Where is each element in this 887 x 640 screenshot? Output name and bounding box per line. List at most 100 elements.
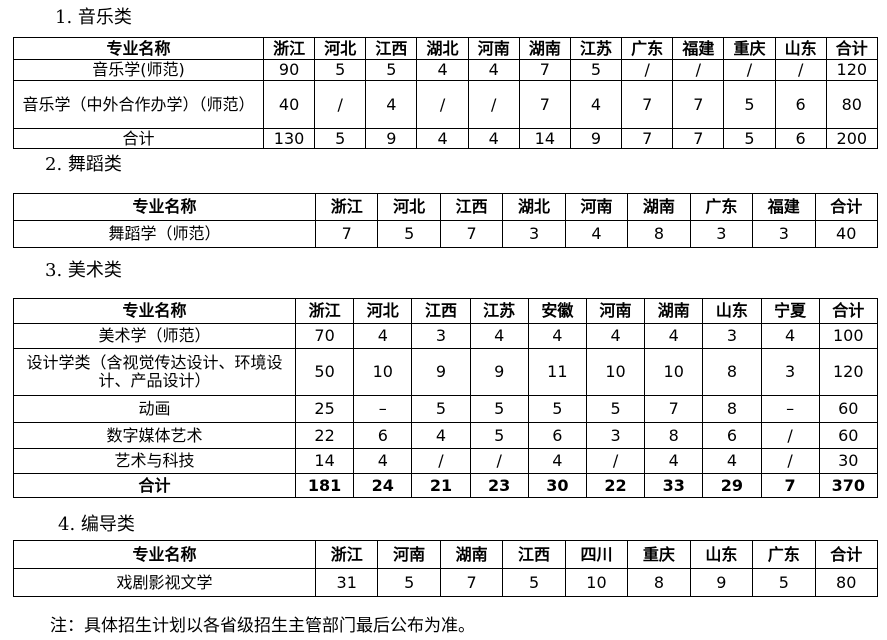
quota-cell: 9 <box>365 128 418 149</box>
column-header-province: 安徽 <box>527 298 587 324</box>
quota-cell: 370 <box>818 473 878 498</box>
quota-cell: 5 <box>377 220 441 248</box>
quota-cell: / <box>760 448 820 474</box>
quota-cell: 80 <box>825 80 878 129</box>
quota-cell: 25 <box>294 395 355 423</box>
column-header-province: 福建 <box>752 193 816 221</box>
column-header-major: 专业名称 <box>13 37 264 60</box>
quota-cell: 60 <box>818 395 878 423</box>
quota-cell: 40 <box>262 80 316 129</box>
column-header-province: 河南 <box>377 540 441 569</box>
column-header-province: 湖南 <box>644 298 704 324</box>
column-header-province: 河北 <box>353 298 413 324</box>
quota-cell: 3 <box>702 323 762 349</box>
quota-cell: 5 <box>527 395 587 423</box>
quota-cell: 4 <box>702 448 762 474</box>
major-name-cell: 音乐学（中外合作办学）（师范） <box>13 80 264 129</box>
quota-cell: – <box>353 395 413 423</box>
column-header-province: 重庆 <box>723 37 776 60</box>
quota-cell: 4 <box>564 220 629 248</box>
quota-cell: / <box>416 80 469 129</box>
quota-cell: 22 <box>585 473 646 498</box>
table-row: 音乐学(师范) 90 5 5 4 4 7 5// //120 <box>13 59 878 81</box>
column-header-province: 江西 <box>439 193 504 221</box>
quota-cell: 5 <box>723 80 776 129</box>
table-row: 设计学类（含视觉传达设计、环境设计、产品设计） 50 10 9 9 11 10 10 8 3 120 <box>13 348 878 396</box>
quota-cell: 7 <box>621 80 674 129</box>
quota-cell: 181 <box>294 473 355 498</box>
major-name-cell: 戏剧影视文学 <box>13 568 316 597</box>
quota-cell: 120 <box>818 348 878 396</box>
column-header-province: 湖北 <box>502 193 566 221</box>
quota-cell: 9 <box>569 128 623 149</box>
quota-cell: 33 <box>644 473 704 498</box>
dance-table: 专业名称 浙江 河北 江西 湖北 河南 湖南 广东 福建 合计 舞蹈学（师范） 7 5 7 3 4 8 3 3 40 <box>13 193 878 248</box>
quota-cell: / <box>314 80 367 129</box>
table-row: 动画 25–5 5 5 5 7 8–60 <box>13 395 878 423</box>
quota-cell: 31 <box>314 568 379 597</box>
directing-table: 专业名称 浙江 河南 湖南 江西 四川 重庆 山东 广东 合计 戏剧影视文学 31 5 7 5 10 8 9 5 80 <box>13 540 878 597</box>
column-header-province: 合计 <box>814 193 878 221</box>
quota-cell: / <box>723 59 776 81</box>
quota-cell: 9 <box>411 348 471 396</box>
major-name-cell: 音乐学(师范) <box>13 59 264 81</box>
header-row: 专业名称 浙江 河南 湖南 江西 四川 重庆 山东 广东 合计 <box>13 540 878 569</box>
column-header-province: 湖北 <box>416 37 469 60</box>
column-header-province: 浙江 <box>314 540 379 569</box>
quota-cell: 9 <box>469 348 529 396</box>
quota-cell: 4 <box>416 59 469 81</box>
quota-cell: 5 <box>502 568 566 597</box>
quota-cell: 14 <box>518 128 571 149</box>
quota-cell: 4 <box>585 323 646 349</box>
quota-cell: / <box>411 448 471 474</box>
section-title-art: 3. 美术类 <box>45 260 122 281</box>
quota-cell: 8 <box>627 568 691 597</box>
table-row: 戏剧影视文学 31 5 7 5 10 8 9 5 80 <box>13 568 878 597</box>
quota-cell: 4 <box>467 59 520 81</box>
footnote: 注：具体招生计划以各省级招生主管部门最后公布为准。 <box>50 616 475 636</box>
column-header-province: 四川 <box>564 540 629 569</box>
quota-cell: 5 <box>411 395 471 423</box>
quota-cell: 24 <box>353 473 413 498</box>
quota-cell: 80 <box>814 568 878 597</box>
column-header-province: 山东 <box>689 540 754 569</box>
column-header-province: 浙江 <box>262 37 316 60</box>
quota-cell: 5 <box>377 568 441 597</box>
quota-cell: 3 <box>585 422 646 449</box>
column-header-province: 湖南 <box>627 193 691 221</box>
column-header-province: 山东 <box>774 37 827 60</box>
quota-cell: 3 <box>502 220 566 248</box>
column-header-province: 河北 <box>314 37 367 60</box>
quota-cell: / <box>672 59 725 81</box>
column-header-major: 专业名称 <box>13 298 296 324</box>
column-header-province: 江西 <box>365 37 418 60</box>
quota-cell: 90 <box>262 59 316 81</box>
column-header-province: 山东 <box>702 298 762 324</box>
quota-cell: 8 <box>702 348 762 396</box>
section-title-directing: 4. 编导类 <box>58 514 135 535</box>
column-header-province: 河南 <box>564 193 629 221</box>
quota-cell: 4 <box>353 323 413 349</box>
quota-cell: / <box>774 59 827 81</box>
column-header-province: 湖南 <box>439 540 504 569</box>
quota-cell: 6 <box>702 422 762 449</box>
quota-cell: 8 <box>644 422 704 449</box>
quota-cell: – <box>760 395 820 423</box>
quota-cell: 120 <box>825 59 878 81</box>
quota-cell: / <box>467 80 520 129</box>
table-row: 合计 181 24 21 23 30 22 33 29 7 370 <box>13 473 878 498</box>
section-title-music: 1. 音乐类 <box>55 7 132 28</box>
major-name-cell: 舞蹈学（师范） <box>13 220 316 248</box>
column-header-province: 湖南 <box>518 37 571 60</box>
quota-cell: 8 <box>627 220 691 248</box>
column-header-province: 合计 <box>818 298 878 324</box>
quota-cell: 5 <box>365 59 418 81</box>
column-header-province: 浙江 <box>294 298 355 324</box>
column-header-province: 广东 <box>621 37 674 60</box>
column-header-province: 广东 <box>689 193 754 221</box>
quota-cell: 6 <box>353 422 413 449</box>
quota-cell: 23 <box>469 473 529 498</box>
quota-cell: 40 <box>814 220 878 248</box>
column-header-major: 专业名称 <box>13 540 316 569</box>
quota-cell: 4 <box>365 80 418 129</box>
